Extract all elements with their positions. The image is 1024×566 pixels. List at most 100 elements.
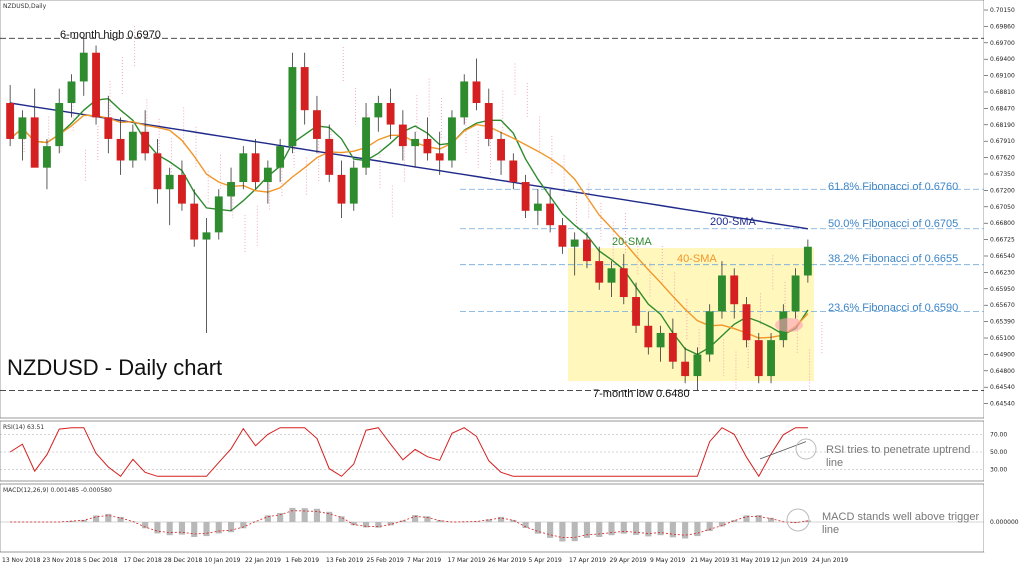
candle-body <box>276 146 285 168</box>
candle-body <box>362 117 370 168</box>
candle-body <box>472 81 481 104</box>
candle-body <box>595 261 604 283</box>
candle-body <box>104 117 113 139</box>
macd-panel-label: MACD(12,26,9) 0.001485 -0.000580 <box>3 487 112 494</box>
rsi-lines: 70.00 50.00 30.00 <box>0 427 1007 478</box>
sma200-label: 200-SMA <box>710 216 757 228</box>
x-tick-label: 23 Nov 2018 <box>43 557 82 564</box>
candle-body <box>583 239 591 262</box>
candle-body <box>460 81 469 118</box>
candle-body <box>791 275 800 312</box>
candle-body <box>693 354 702 377</box>
candle-body <box>509 160 518 183</box>
candle-body <box>803 246 812 276</box>
rsi-panel <box>0 420 985 482</box>
y-tick-label: 0.65100 <box>990 335 1015 342</box>
macd-highlight-circle <box>786 508 810 532</box>
rsi-uptrend-line <box>759 441 807 460</box>
price-axis-strip <box>984 0 1024 552</box>
y-tick-label: 0.70150 <box>990 7 1015 14</box>
fib-618-label: 61.8% Fibonacci of 0.6760 <box>828 181 958 193</box>
candle-body <box>656 332 665 348</box>
x-tick-label: 24 Jun 2019 <box>812 557 848 564</box>
candle-body <box>202 232 211 240</box>
candle-body <box>386 103 395 125</box>
candle-body <box>67 81 76 104</box>
x-tick-label: 5 Apr 2019 <box>529 557 562 564</box>
candle-body <box>325 138 334 175</box>
x-tick-label: 17 Dec 2018 <box>124 557 163 564</box>
candle-body <box>521 182 530 211</box>
x-tick-label: 26 Mar 2019 <box>488 557 526 564</box>
y-tick-label: 0.67200 <box>990 187 1015 194</box>
candle-body <box>288 67 297 147</box>
fib-500-label: 50.0% Fibonacci of 0.6705 <box>828 218 958 230</box>
x-tick-label: 13 Nov 2018 <box>2 557 41 564</box>
x-tick-label: 31 May 2019 <box>731 557 770 564</box>
y-tick-label: 0.67050 <box>990 204 1015 211</box>
x-tick-label: 21 May 2019 <box>691 557 730 564</box>
candle-body <box>18 117 27 139</box>
candle-body <box>6 103 15 139</box>
candle-body <box>435 153 444 161</box>
candle-body <box>558 225 567 247</box>
macd-panel <box>0 483 985 553</box>
candle-body <box>190 203 199 240</box>
x-tick-label: 5 Dec 2018 <box>83 557 118 564</box>
x-tick-label: 1 Feb 2019 <box>286 557 320 564</box>
y-tick-label: 0.65670 <box>990 302 1015 309</box>
x-tick-label: 12 Jun 2019 <box>772 557 808 564</box>
fib-236-label: 23.6% Fibonacci of 0.6590 <box>828 302 958 314</box>
candle-body <box>742 304 751 341</box>
candle-body <box>374 103 383 118</box>
fib-382-label: 38.2% Fibonacci of 0.6655 <box>828 253 958 265</box>
y-tick-label: 0.69700 <box>990 40 1015 47</box>
rsi-tick-label: 30.00 <box>990 466 1007 473</box>
y-tick-label: 0.66725 <box>990 237 1015 244</box>
sma20-label: 20-SMA <box>612 236 652 248</box>
x-tick-label: 7 Mar 2019 <box>407 557 441 564</box>
rsi-panel-label: RSI(14) 63.51 <box>3 424 44 431</box>
rsi-note-line2: line <box>826 457 843 469</box>
x-tick-label: 29 Apr 2019 <box>610 557 647 564</box>
macd-note-line2: line <box>822 524 839 536</box>
candle-body <box>681 361 690 377</box>
y-tick-label: 0.64540 <box>990 401 1015 408</box>
candle-body <box>92 52 100 118</box>
candle-body <box>79 52 88 82</box>
y-tick-label: 0.68190 <box>990 122 1015 129</box>
candle-body <box>313 110 321 139</box>
high-label: 6-month high 0.6970 <box>60 29 161 41</box>
y-tick-label: 0.69400 <box>990 56 1015 63</box>
candle-body <box>178 174 186 204</box>
chart-title: NZDUSD - Daily chart <box>7 355 222 380</box>
candle-body <box>448 117 456 161</box>
candle-body <box>55 103 64 147</box>
candle-body <box>337 174 346 204</box>
y-tick-label: 0.69860 <box>990 23 1015 30</box>
y-tick-label: 0.68810 <box>990 89 1015 96</box>
candle-body <box>30 117 39 168</box>
x-tick-label: 13 Feb 2019 <box>326 557 364 564</box>
candle-body <box>251 153 260 183</box>
x-tick-label: 25 Feb 2019 <box>367 557 405 564</box>
macd-note-line1: MACD stands well above trigger <box>822 511 979 523</box>
candle-body <box>411 138 420 147</box>
y-tick-label: 0.66800 <box>990 220 1015 227</box>
y-tick-label: 0.64900 <box>990 351 1015 358</box>
y-tick-label: 0.65390 <box>990 319 1015 326</box>
macd-lines: 0.000000 <box>0 507 1019 542</box>
candle-body <box>214 196 223 233</box>
candle-body <box>423 138 432 154</box>
y-tick-label: 0.67350 <box>990 171 1015 178</box>
y-tick-label: 0.69100 <box>990 73 1015 80</box>
price-panel <box>0 0 985 419</box>
candle-body <box>533 203 542 211</box>
candle-body <box>718 275 726 312</box>
candle-body <box>730 275 739 305</box>
x-axis-ticks: 13 Nov 2018 23 Nov 2018 5 Dec 2018 17 Dec 2… <box>2 557 848 564</box>
x-tick-label: 10 Jan 2019 <box>205 557 241 564</box>
y-tick-label: 0.64540 <box>990 384 1015 391</box>
cloud-highlight <box>775 318 803 332</box>
